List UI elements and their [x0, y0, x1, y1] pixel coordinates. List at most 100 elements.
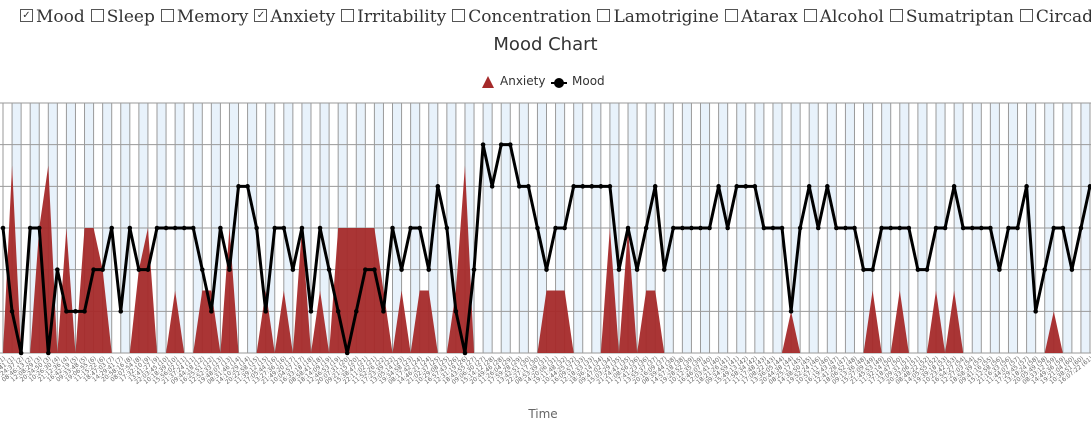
mood-point	[616, 267, 622, 272]
mood-point	[109, 225, 114, 231]
mood-point	[526, 184, 531, 189]
filter-label: Mood	[36, 7, 85, 27]
mood-point	[1042, 267, 1048, 272]
mood-point	[209, 309, 214, 314]
mood-point	[335, 309, 341, 314]
filter-checkbox[interactable]	[889, 9, 903, 22]
mood-point	[444, 225, 450, 231]
filter-checkbox[interactable]: ✓	[254, 9, 268, 22]
x-tick-labels: 16:01:08 (1)17:44:41 (1)15:24:37 (2)08:4…	[0, 355, 1091, 386]
filter-label: Lamotrigine	[613, 7, 719, 27]
mood-point	[1006, 225, 1011, 231]
filter-checkbox[interactable]	[803, 9, 817, 22]
mood-point	[734, 184, 740, 189]
legend-item-mood[interactable]: Mood	[551, 74, 605, 88]
mood-point	[317, 225, 323, 231]
filter-label: Concentration	[468, 7, 592, 27]
legend-triangle-icon	[482, 76, 494, 88]
mood-point	[498, 142, 504, 147]
mood-point	[36, 225, 42, 231]
filter-irritability[interactable]: Irritability	[341, 4, 446, 30]
series-filter-bar: ✓ Mood Sleep Memory ✓ Anxiety Irritability Conc…	[20, 4, 1091, 30]
mood-point	[181, 225, 187, 231]
mood-point	[761, 225, 767, 231]
legend-dot-icon	[554, 78, 564, 88]
mood-point	[906, 225, 912, 231]
filter-atarax[interactable]: Atarax	[724, 4, 798, 30]
mood-point	[652, 184, 658, 189]
filter-checkbox[interactable]: ✓	[20, 9, 33, 22]
mood-point	[716, 184, 721, 189]
mood-point	[254, 225, 259, 231]
mood-point	[290, 267, 296, 272]
chart-legend: Anxiety Mood	[482, 74, 605, 88]
filter-sumatriptan[interactable]: Sumatriptan	[889, 4, 1014, 30]
filter-alcohol[interactable]: Alcohol	[803, 4, 884, 30]
mood-point	[571, 184, 576, 189]
filter-label: Memory	[176, 7, 249, 27]
filter-lamotrigine[interactable]: Lamotrigine	[597, 4, 719, 30]
mood-point	[399, 267, 404, 272]
mood-point	[390, 225, 395, 231]
filter-checkbox[interactable]	[341, 9, 355, 22]
mood-point	[299, 225, 305, 231]
mood-point	[27, 225, 33, 231]
mood-point	[372, 267, 377, 272]
filter-memory[interactable]: Memory	[160, 4, 249, 30]
mood-point	[933, 225, 939, 231]
mood-point	[1024, 184, 1029, 189]
filter-circadin[interactable]: Circadin	[1019, 4, 1091, 30]
filter-checkbox[interactable]	[90, 9, 104, 22]
mood-point	[408, 225, 413, 231]
filter-sleep[interactable]: Sleep	[90, 4, 155, 30]
mood-point	[924, 267, 930, 272]
mood-point	[462, 350, 468, 356]
mood-point	[960, 225, 966, 231]
filter-checkbox[interactable]	[724, 9, 738, 22]
mood-point	[163, 225, 169, 231]
filter-concentration[interactable]: Concentration	[452, 4, 591, 30]
mood-point	[979, 225, 984, 231]
mood-point	[580, 184, 586, 189]
mood-point	[725, 225, 730, 231]
mood-point	[344, 350, 350, 356]
filter-checkbox[interactable]	[160, 9, 174, 22]
mood-point	[752, 184, 758, 189]
mood-point	[562, 225, 567, 231]
mood-point	[643, 225, 649, 231]
mood-point	[55, 267, 60, 272]
mood-point	[435, 184, 441, 189]
filter-mood[interactable]: ✓ Mood	[20, 4, 85, 30]
filter-label: Atarax	[740, 7, 798, 27]
filter-anxiety[interactable]: ✓ Anxiety	[254, 4, 335, 30]
mood-point	[45, 350, 51, 356]
mood-point	[607, 184, 613, 189]
mood-point	[218, 225, 223, 231]
mood-point	[281, 225, 287, 231]
anxiety-series	[3, 165, 1090, 353]
mood-point	[806, 184, 812, 189]
mood-point	[770, 225, 776, 231]
mood-point	[1078, 225, 1084, 231]
mood-point	[64, 309, 69, 314]
mood-point	[517, 184, 522, 189]
legend-item-anxiety[interactable]: Anxiety	[482, 74, 545, 88]
mood-point	[825, 184, 830, 189]
mood-point	[915, 267, 921, 272]
anxiety-area	[3, 165, 1090, 353]
filter-checkbox[interactable]	[597, 9, 611, 22]
mood-point	[707, 225, 712, 231]
mood-point	[480, 142, 486, 147]
mood-point	[1033, 309, 1038, 314]
mood-point	[471, 267, 477, 272]
x-axis-title: Time	[527, 407, 557, 421]
mood-point	[834, 225, 839, 231]
mood-point	[507, 142, 513, 147]
filter-checkbox[interactable]	[452, 9, 466, 22]
mood-point	[489, 184, 495, 189]
mood-point	[779, 225, 785, 231]
mood-point	[172, 225, 178, 231]
mood-point	[988, 225, 993, 231]
mood-point	[951, 184, 957, 189]
filter-checkbox[interactable]	[1019, 9, 1033, 22]
